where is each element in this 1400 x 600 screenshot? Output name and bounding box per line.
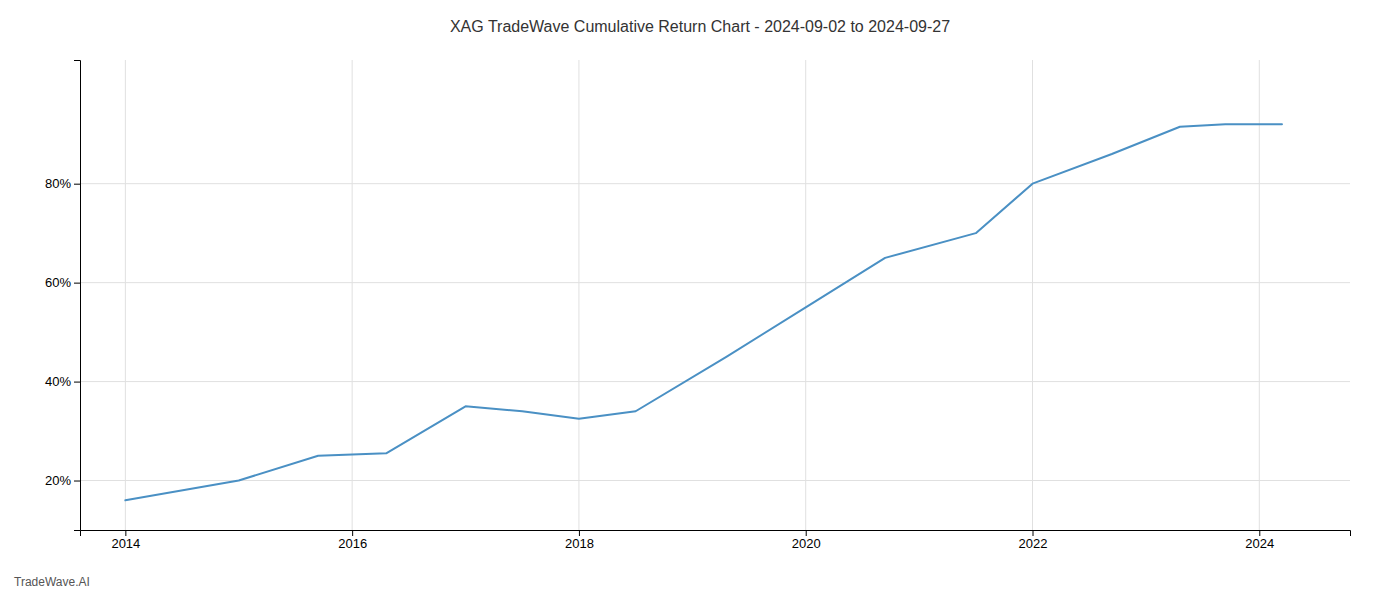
axis-line [81,531,1351,537]
tick-label: 2016 [338,536,367,551]
grid-line [578,60,579,530]
tick-mark [74,481,80,482]
axis-line [74,61,81,531]
tick: 40% [45,374,80,389]
tick-label: 2022 [1019,536,1048,551]
tick: 2014 [111,530,140,551]
tick: 20% [45,473,80,488]
grid-line [80,480,1350,481]
tick: 80% [45,176,80,191]
tick-label: 20% [45,473,71,488]
tick: 2018 [565,530,594,551]
tick-mark [125,530,126,536]
tick-label: 80% [45,176,71,191]
grid-line [80,282,1350,283]
tick: 2020 [792,530,821,551]
tick-mark [579,530,580,536]
tick-mark [352,530,353,536]
tick-mark [74,184,80,185]
tick-mark [1259,530,1260,536]
tick-label: 2024 [1245,536,1274,551]
watermark: TradeWave.AI [14,575,90,589]
grid-line [80,183,1350,184]
tick: 60% [45,275,80,290]
grid-line [1259,60,1260,530]
title: XAG TradeWave Cumulative Return Chart - … [450,18,950,35]
tick-label: 60% [45,275,71,290]
grid-line [1032,60,1033,530]
tick: 2016 [338,530,367,551]
grid-line [352,60,353,530]
tick-mark [74,283,80,284]
chart: 2014 2016 2018 2020 2022 2024 20% 40% 60% 80% XAG … [0,0,1400,600]
grid-line [125,60,126,530]
y-axis: 20% 40% 60% 80% [45,61,81,531]
line [125,124,1282,500]
tick-mark [806,530,807,536]
tick-mark [74,382,80,383]
grid-line [805,60,806,530]
tick-label: 2018 [565,536,594,551]
tick-label: 2020 [792,536,821,551]
tick-mark [1033,530,1034,536]
plot-area [125,124,1282,500]
tick: 2022 [1019,530,1048,551]
grid [80,60,1350,530]
tick-label: 40% [45,374,71,389]
x-axis: 2014 2016 2018 2020 2022 2024 [81,530,1351,551]
tick-label: 2014 [111,536,140,551]
grid-line [80,381,1350,382]
tick: 2024 [1245,530,1274,551]
